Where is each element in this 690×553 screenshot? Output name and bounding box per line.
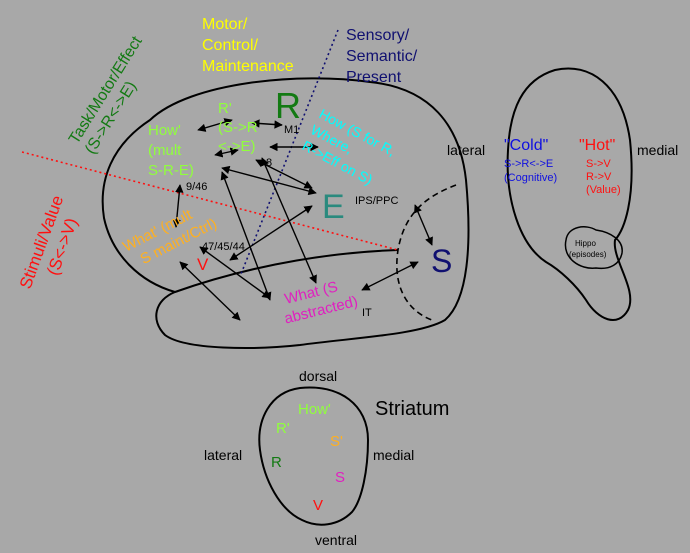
cortex-R-label: R — [275, 85, 301, 126]
cortex-outline — [101, 77, 470, 349]
motor-label-line3: Maintenance — [202, 58, 294, 75]
cold-title: "Cold" — [504, 137, 548, 154]
cortex-E-label: E — [322, 188, 345, 226]
howprime-label-line3: S-R-E) — [148, 162, 194, 179]
striatum-lateral-label: lateral — [204, 447, 242, 463]
medial-view-medial-label: medial — [637, 142, 678, 158]
hot-line1: S->V — [586, 158, 611, 170]
striatum-V: V — [313, 497, 323, 514]
striatum-dorsal-label: dorsal — [299, 368, 337, 384]
sensory-label-line3: Present — [346, 69, 402, 86]
arrow-what-s — [361, 261, 419, 291]
area-47-45-44-label: 47/45/44 — [202, 241, 245, 253]
stimuli-axis-label: Stimuli/Value (S<->V) — [16, 193, 81, 292]
hippocampus-outline — [564, 226, 623, 270]
howprime-label-line1: How' — [148, 122, 181, 139]
temporal-boundary — [174, 249, 399, 293]
area-8-label: 8 — [266, 157, 272, 169]
cold-line2: (Cognitive) — [504, 172, 557, 184]
sensory-label-line2: Semantic/ — [346, 48, 418, 65]
striatum-S: S — [335, 469, 345, 486]
hot-title: "Hot" — [579, 137, 615, 154]
medial-view-lateral-label: lateral — [447, 142, 485, 158]
arrow-9-46-vertical — [172, 184, 184, 228]
rprime-label-line2: (S->R — [218, 119, 258, 136]
connection-arrows — [172, 118, 433, 321]
it-label: IT — [362, 307, 372, 319]
hot-line3: (Value) — [586, 184, 621, 196]
striatum-medial-label: medial — [373, 447, 414, 463]
striatum-rprime: R' — [276, 420, 290, 437]
striatum-ventral-label: ventral — [315, 532, 357, 548]
how-label: How (S for R, Where, R->Eff on S) — [300, 106, 399, 188]
rprime-label-line1: R' — [218, 100, 232, 117]
arrow-e-s — [414, 204, 433, 246]
m1-label: M1 — [284, 124, 299, 136]
arrow-howprime-e — [221, 165, 317, 196]
cortex-S-label: S — [431, 243, 452, 279]
striatum-R: R — [271, 454, 282, 471]
hot-line2: R->V — [586, 171, 612, 183]
striatum-howprime: How' — [298, 401, 331, 418]
striatum-outline — [258, 386, 370, 526]
arrow-v-what — [179, 261, 241, 321]
arrow-howprime-rprime — [197, 118, 233, 132]
arrow-howprime-rprime-low — [214, 147, 239, 158]
area-9-46-label: 9/46 — [186, 181, 207, 193]
striatum-title: Striatum — [375, 398, 449, 420]
cortex-V-label: V — [197, 255, 209, 274]
howprime-label-line2: (mult — [148, 142, 182, 159]
hippo-line1: Hippo — [575, 239, 596, 248]
what-label: What (S abstracted) — [283, 278, 360, 327]
motor-label-line1: Motor/ — [202, 16, 248, 33]
parietal-dashed-boundary — [396, 184, 457, 321]
cold-line1: S->R<->E — [504, 158, 553, 170]
sensory-label-line1: Sensory/ — [346, 27, 410, 44]
ips-ppc-label: IPS/PPC — [355, 195, 398, 207]
sensory-motor-axis-line — [240, 29, 339, 275]
striatum-sprime: S' — [330, 433, 343, 450]
medial-view-outline — [506, 67, 633, 321]
arrow-rprime-r — [251, 119, 283, 129]
motor-label-line2: Control/ — [202, 37, 259, 54]
rprime-label-line3: <->E) — [218, 138, 256, 155]
hippo-line2: (episodes) — [569, 250, 607, 259]
